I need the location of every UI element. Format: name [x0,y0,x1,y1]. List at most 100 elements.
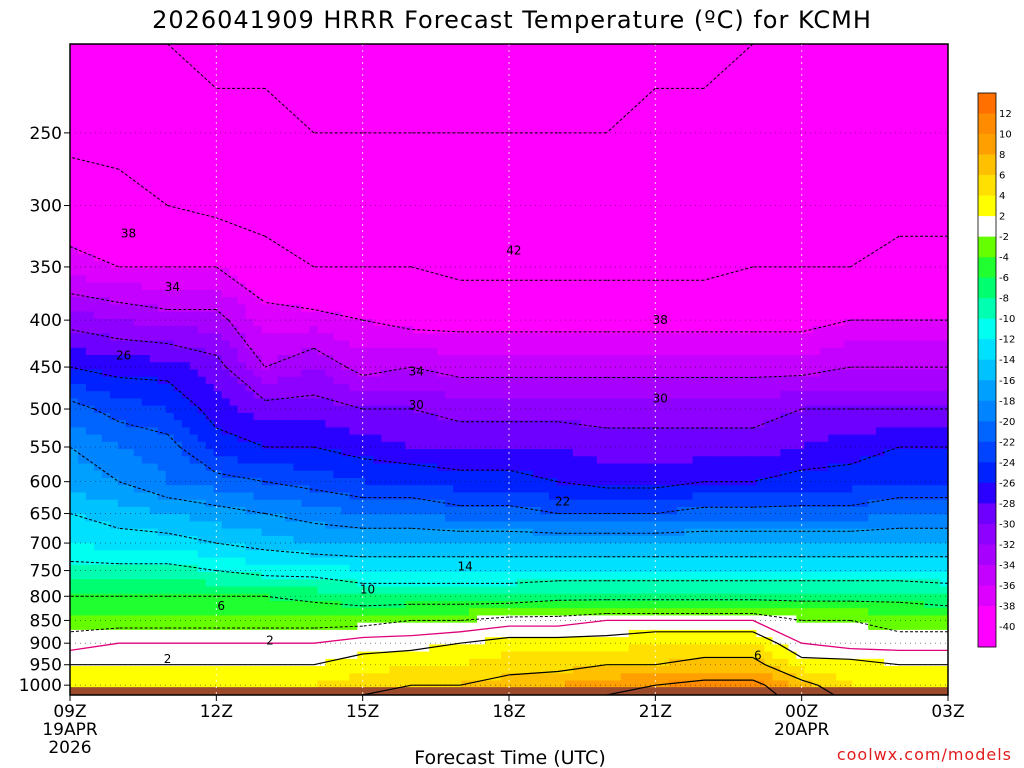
field-cell [748,138,758,146]
field-cell [405,152,414,161]
field-cell [828,289,837,298]
field-cell [157,369,167,378]
field-cell [660,326,670,334]
field-cell [692,174,702,183]
field-cell [540,195,550,204]
field-cell [924,362,933,371]
field-cell [860,166,869,175]
field-cell [516,326,526,334]
field-cell [828,174,837,183]
field-cell [740,282,750,291]
field-cell [213,217,223,226]
field-cell [836,210,845,219]
field-cell [532,362,542,371]
field-cell [772,72,781,81]
field-cell [812,174,821,183]
field-cell [820,261,829,269]
field-cell [748,123,758,132]
field-cell [421,138,430,146]
field-cell [109,362,119,371]
field-cell [724,101,734,110]
field-cell [101,239,111,248]
field-cell [756,253,766,262]
field-cell [532,101,542,110]
field-cell [932,217,941,226]
field-cell [884,94,893,103]
field-cell [580,51,590,60]
field-cell [740,152,750,161]
field-cell [77,297,87,305]
field-cell [181,362,191,371]
field-cell [932,268,941,277]
field-cell [612,65,622,74]
field-cell [804,239,813,248]
field-cell [405,347,414,356]
field-cell [756,166,766,175]
field-cell [253,268,263,277]
field-cell [796,174,805,183]
field-cell [149,72,159,81]
field-cell [916,282,925,291]
field-cell [85,152,95,161]
field-cell [924,58,933,67]
field-cell [804,311,813,320]
field-cell [692,94,702,103]
field-cell [413,188,422,197]
field-cell [724,210,734,219]
field-cell [397,203,406,211]
field-cell [261,87,271,96]
field-cell [516,65,526,74]
field-cell [389,232,398,240]
field-cell [548,130,558,139]
field-cell [884,333,893,342]
field-cell [309,116,319,125]
field-cell [564,101,574,110]
field-cell [125,340,135,349]
field-cell [644,152,654,161]
field-cell [325,109,334,117]
field-cell [740,311,750,320]
field-cell [493,80,502,88]
field-cell [644,246,654,255]
field-cell [157,101,167,110]
field-cell [604,58,614,67]
field-cell [485,188,494,197]
field-cell [245,51,255,60]
field-cell [237,188,247,197]
field-cell [884,289,893,298]
field-cell [836,130,845,139]
field-cell [237,138,247,146]
field-cell [397,275,406,284]
field-cell [405,116,414,125]
field-cell [780,195,789,204]
field-cell [381,138,390,146]
field-cell [892,195,901,204]
field-cell [357,123,366,132]
field-cell [572,268,582,277]
field-cell [133,58,143,67]
field-cell [437,174,446,183]
field-cell [117,174,127,183]
field-cell [149,80,159,88]
field-cell [812,282,821,291]
field-cell [133,101,143,110]
field-cell [261,311,271,320]
field-cell [501,355,510,363]
field-cell [612,362,622,371]
field-cell [740,289,750,298]
field-cell [524,195,534,204]
field-cell [748,101,758,110]
field-cell [429,145,438,154]
field-cell [876,87,885,96]
field-cell [764,275,773,284]
field-cell [453,297,462,305]
field-cell [748,159,758,168]
field-cell [405,123,414,132]
field-cell [221,239,231,248]
field-cell [596,195,606,204]
field-cell [429,159,438,168]
field-cell [213,94,223,103]
field-cell [684,94,694,103]
field-cell [612,80,622,88]
field-cell [381,289,390,298]
